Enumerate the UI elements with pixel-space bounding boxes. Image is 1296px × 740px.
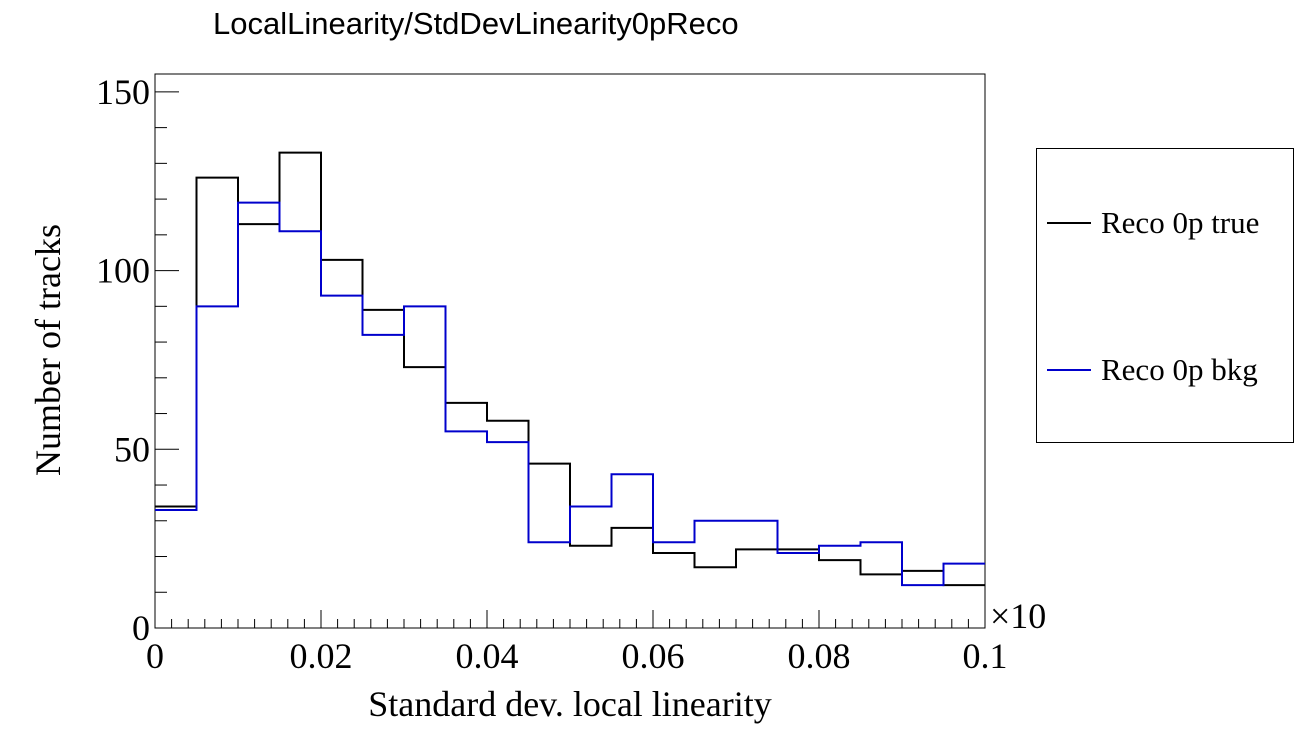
series-1-bin [778,553,820,628]
series-1-bin [363,335,405,628]
legend-line-true [1047,222,1091,224]
series-1-bin [819,546,861,628]
x-exponent-label: ×10 [990,596,1046,636]
series-1-bin [155,510,197,628]
legend-line-bkg [1047,369,1091,371]
series-1-bin [653,542,695,628]
series-1-bin [280,231,322,628]
series-1-bin [695,521,737,628]
series-1-bin [902,585,944,628]
series-1-bin [612,474,654,628]
series-1-bin [487,442,529,628]
x-tick-label: 0.02 [290,636,353,676]
series-1-bin [944,564,986,628]
chart-title: LocalLinearity/StdDevLinearity0pReco [213,6,739,41]
x-tick-label: 0.1 [963,636,1008,676]
series-1-bin [529,542,571,628]
y-tick-label: 50 [114,429,150,469]
x-tick-label: 0.06 [622,636,685,676]
series-1-bin [197,306,239,628]
y-tick-label: 0 [132,608,150,648]
series-1-bin [570,506,612,628]
legend-label-true: Reco 0p true [1101,205,1260,240]
series-0-histogram-line [155,151,985,587]
legend: Reco 0p true Reco 0p bkg [1036,148,1294,443]
series-1-histogram-line [155,201,985,587]
x-tick-label: 0.04 [456,636,519,676]
series-1-bin [446,431,488,628]
series-1-bin [861,542,903,628]
legend-entry-bkg: Reco 0p bkg [1047,352,1258,387]
series-1-bin [238,203,280,628]
x-axis-title: Standard dev. local linearity [368,684,772,724]
series-1-bin [736,521,778,628]
y-tick-label: 150 [96,72,150,112]
legend-label-bkg: Reco 0p bkg [1101,352,1258,387]
legend-entry-true: Reco 0p true [1047,205,1260,240]
x-tick-label: 0 [146,636,164,676]
y-tick-label: 100 [96,251,150,291]
series-1-bin [404,306,446,628]
y-axis-title: Number of tracks [28,224,68,476]
series-1-bin [321,296,363,628]
x-tick-label: 0.08 [788,636,851,676]
